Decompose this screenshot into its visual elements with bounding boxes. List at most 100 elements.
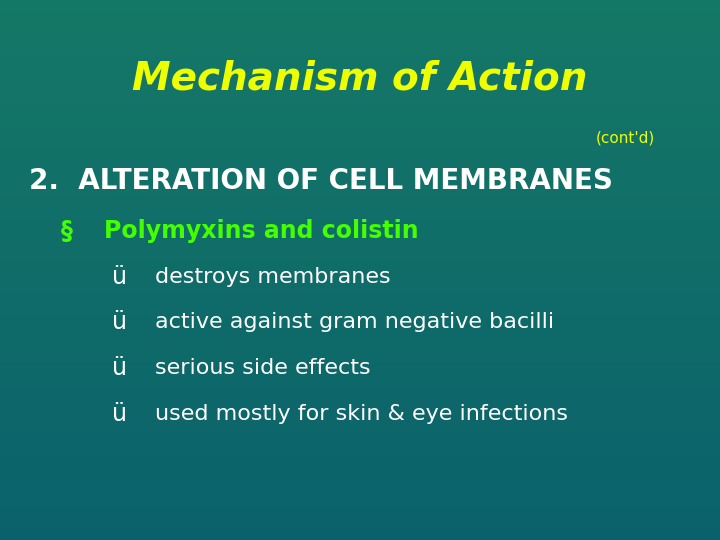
Bar bbox=[0, 389, 720, 392]
Bar bbox=[0, 14, 720, 16]
Bar bbox=[0, 151, 720, 154]
Bar bbox=[0, 154, 720, 157]
Bar bbox=[0, 375, 720, 378]
Bar bbox=[0, 313, 720, 316]
Bar bbox=[0, 343, 720, 346]
Bar bbox=[0, 197, 720, 200]
Bar bbox=[0, 92, 720, 94]
Bar bbox=[0, 491, 720, 494]
Bar bbox=[0, 459, 720, 462]
Bar bbox=[0, 105, 720, 108]
Bar bbox=[0, 443, 720, 445]
Bar bbox=[0, 208, 720, 211]
Bar bbox=[0, 176, 720, 178]
Bar bbox=[0, 297, 720, 300]
Bar bbox=[0, 526, 720, 529]
Bar bbox=[0, 429, 720, 432]
Bar bbox=[0, 0, 720, 3]
Bar bbox=[0, 127, 720, 130]
Bar bbox=[0, 478, 720, 481]
Bar bbox=[0, 394, 720, 397]
Bar bbox=[0, 3, 720, 5]
Bar bbox=[0, 302, 720, 305]
Bar bbox=[0, 86, 720, 89]
Bar bbox=[0, 451, 720, 454]
Bar bbox=[0, 16, 720, 19]
Bar bbox=[0, 370, 720, 373]
Bar bbox=[0, 424, 720, 427]
Bar bbox=[0, 483, 720, 486]
Bar bbox=[0, 354, 720, 356]
Bar bbox=[0, 513, 720, 516]
Bar bbox=[0, 454, 720, 456]
Bar bbox=[0, 135, 720, 138]
Bar bbox=[0, 224, 720, 227]
Bar bbox=[0, 416, 720, 418]
Bar bbox=[0, 537, 720, 540]
Bar bbox=[0, 392, 720, 394]
Bar bbox=[0, 5, 720, 8]
Bar bbox=[0, 235, 720, 238]
Bar bbox=[0, 111, 720, 113]
Bar bbox=[0, 397, 720, 400]
Bar bbox=[0, 281, 720, 284]
Bar bbox=[0, 57, 720, 59]
Text: (cont'd): (cont'd) bbox=[596, 130, 655, 145]
Bar bbox=[0, 230, 720, 232]
Bar bbox=[0, 246, 720, 248]
Bar bbox=[0, 159, 720, 162]
Bar bbox=[0, 470, 720, 472]
Bar bbox=[0, 24, 720, 27]
Bar bbox=[0, 486, 720, 489]
Text: 2.  ALTERATION OF CELL MEMBRANES: 2. ALTERATION OF CELL MEMBRANES bbox=[29, 167, 613, 195]
Bar bbox=[0, 35, 720, 38]
Bar bbox=[0, 211, 720, 213]
Bar bbox=[0, 381, 720, 383]
Bar bbox=[0, 232, 720, 235]
Bar bbox=[0, 38, 720, 40]
Bar bbox=[0, 46, 720, 49]
Bar bbox=[0, 254, 720, 256]
Bar bbox=[0, 462, 720, 464]
Text: used mostly for skin & eye infections: used mostly for skin & eye infections bbox=[155, 404, 568, 424]
Bar bbox=[0, 186, 720, 189]
Bar bbox=[0, 300, 720, 302]
Bar bbox=[0, 143, 720, 146]
Bar bbox=[0, 256, 720, 259]
Bar bbox=[0, 275, 720, 278]
Text: Mechanism of Action: Mechanism of Action bbox=[132, 59, 588, 97]
Bar bbox=[0, 30, 720, 32]
Bar bbox=[0, 510, 720, 513]
Bar bbox=[0, 284, 720, 286]
Bar bbox=[0, 346, 720, 348]
Bar bbox=[0, 49, 720, 51]
Bar bbox=[0, 43, 720, 46]
Bar bbox=[0, 497, 720, 500]
Bar bbox=[0, 338, 720, 340]
Bar bbox=[0, 327, 720, 329]
Bar bbox=[0, 364, 720, 367]
Bar bbox=[0, 437, 720, 440]
Bar bbox=[0, 173, 720, 176]
Bar bbox=[0, 238, 720, 240]
Bar bbox=[0, 11, 720, 14]
Text: destroys membranes: destroys membranes bbox=[155, 267, 390, 287]
Bar bbox=[0, 472, 720, 475]
Bar bbox=[0, 408, 720, 410]
Bar bbox=[0, 94, 720, 97]
Text: ü: ü bbox=[112, 402, 127, 426]
Bar bbox=[0, 481, 720, 483]
Bar bbox=[0, 262, 720, 265]
Bar bbox=[0, 335, 720, 338]
Bar bbox=[0, 464, 720, 467]
Bar bbox=[0, 78, 720, 81]
Bar bbox=[0, 524, 720, 526]
Bar bbox=[0, 292, 720, 294]
Bar bbox=[0, 521, 720, 524]
Bar bbox=[0, 532, 720, 535]
Bar bbox=[0, 8, 720, 11]
Bar bbox=[0, 505, 720, 508]
Bar bbox=[0, 84, 720, 86]
Bar bbox=[0, 386, 720, 389]
Bar bbox=[0, 373, 720, 375]
